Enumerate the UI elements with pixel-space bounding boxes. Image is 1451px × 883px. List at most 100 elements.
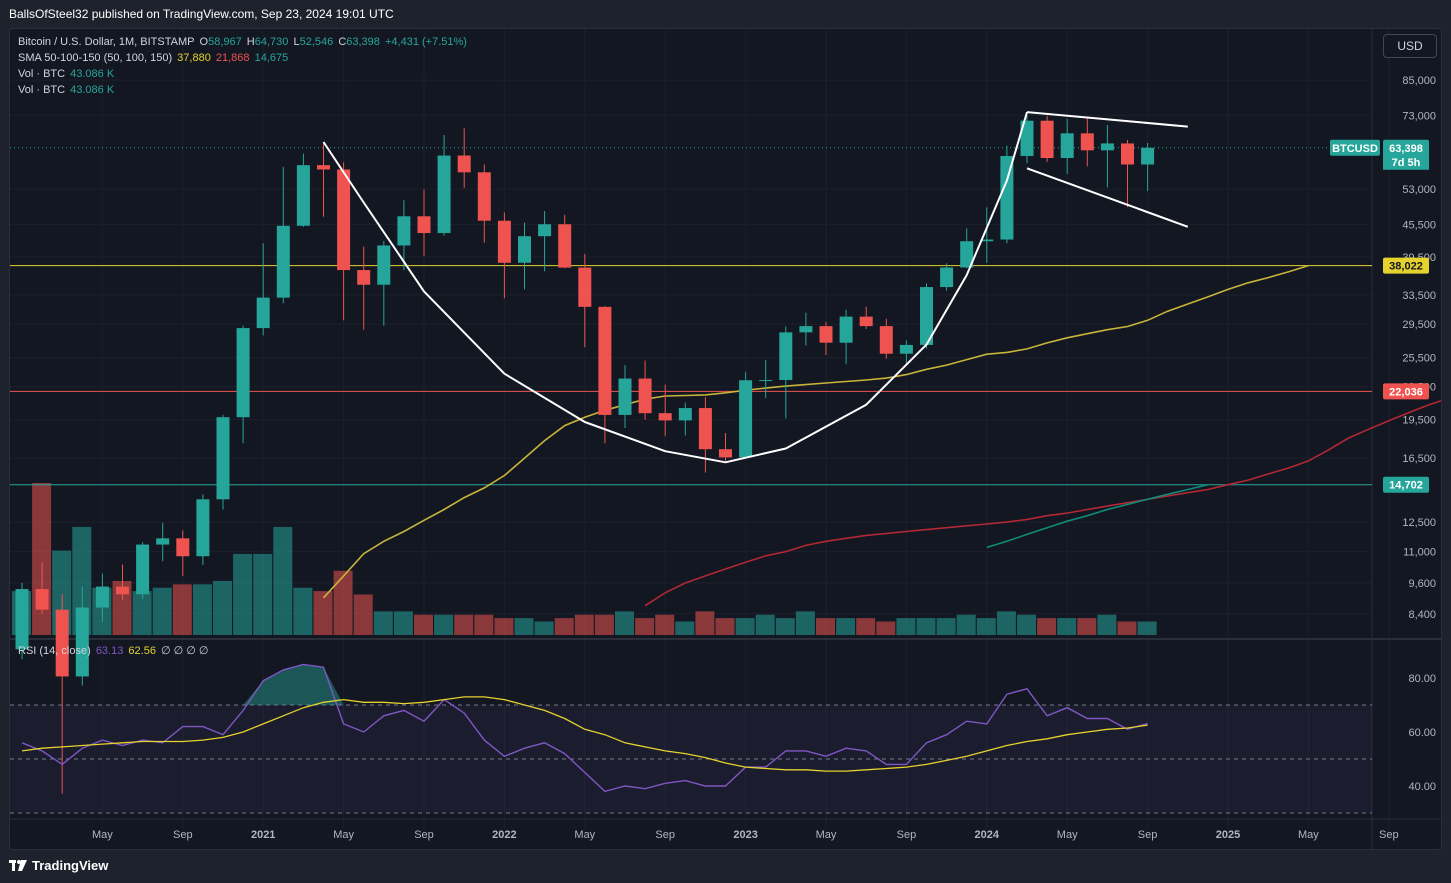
time-tick-label: 2024 (975, 829, 1000, 841)
rsi-value: 63.13 (95, 645, 124, 657)
volume-bar (514, 618, 534, 635)
candle-body (839, 316, 853, 343)
candle (839, 309, 853, 365)
time-tick-label: 2025 (1216, 829, 1240, 841)
candle (317, 142, 330, 217)
sma100-price-label-bg (1383, 383, 1429, 400)
candle (739, 372, 753, 459)
chart-canvas[interactable]: 85,00073,00053,00045,50039,50033,50029,5… (10, 29, 1442, 850)
candle-body (940, 267, 954, 288)
sma50-value: 37,880 (177, 52, 211, 64)
candle-body (1020, 120, 1034, 156)
candle (799, 312, 813, 346)
open-value: 58,967 (208, 36, 242, 48)
flag-lower-line (1026, 167, 1189, 228)
candle (236, 325, 250, 444)
symbol-legend[interactable]: Bitcoin / U.S. Dollar, 1M, BITSTAMP O58,… (18, 35, 469, 49)
rsi-legend[interactable]: RSI (14, close) 63.13 62.56 ∅ ∅ ∅ ∅ (18, 644, 211, 658)
candle-body (236, 328, 250, 418)
candle-body (518, 236, 531, 263)
sma-legend[interactable]: SMA 50-100-150 (50, 100, 150) 37,880 21,… (18, 51, 290, 65)
candle-body (920, 287, 933, 345)
candle-body (698, 408, 712, 450)
price-tick-label: 33,500 (1402, 290, 1436, 302)
candle-body (116, 586, 129, 595)
volume-bar (233, 553, 253, 635)
candle (618, 365, 632, 429)
high-label: H (246, 36, 255, 48)
volume-bar (856, 618, 876, 635)
volume-bar (976, 618, 996, 635)
time-tick-label: May (1057, 829, 1078, 841)
candle (196, 494, 210, 565)
candle-body (779, 332, 793, 381)
candle (276, 166, 290, 304)
volume-bar (494, 618, 514, 635)
volume-bar (896, 618, 916, 635)
symbol-chip: BTCUSD (1332, 143, 1378, 155)
volume-bar (1017, 614, 1036, 635)
volume-bar (534, 621, 554, 635)
candle (638, 360, 652, 420)
volume-bar (1057, 618, 1077, 635)
candle-body (156, 538, 170, 545)
candle (497, 212, 511, 299)
sma150-price-label: 14,702 (1389, 480, 1423, 492)
price-tick-label: 25,500 (1402, 353, 1436, 365)
candle (116, 564, 129, 601)
currency-button[interactable]: USD (1383, 34, 1437, 58)
candle (1060, 118, 1074, 174)
volume-bar (172, 584, 192, 635)
candle (437, 135, 451, 236)
vol1-label: Vol · BTC (18, 68, 66, 80)
candle (35, 562, 49, 614)
candle (1020, 112, 1034, 164)
candle (980, 207, 994, 263)
time-tick-label: 2023 (733, 829, 757, 841)
candle-body (558, 224, 572, 268)
time-tick-label: Sep (173, 829, 193, 841)
sma-label: SMA 50-100-150 (50, 100, 150) (18, 52, 173, 64)
volume-bar (876, 621, 896, 635)
last-price-label-bg (1383, 139, 1429, 156)
time-tick-label: May (816, 829, 837, 841)
candle (1121, 139, 1134, 208)
volume-legend-2[interactable]: Vol · BTC 43.086 K (18, 83, 116, 97)
candle (698, 397, 712, 473)
candle (457, 128, 471, 188)
change-value: +4,431 (+7.51%) (384, 36, 467, 48)
candle (598, 306, 612, 444)
candle-body (899, 344, 913, 354)
published-text: BallsOfSteel32 published on TradingView.… (9, 7, 394, 21)
candle-body (538, 224, 552, 237)
candle-body (176, 538, 190, 557)
sma50-price-label-bg (1383, 257, 1429, 274)
symbol-name: Bitcoin / U.S. Dollar, 1M, BITSTAMP (18, 36, 195, 48)
candle (879, 318, 893, 359)
sma-line-sma150 (986, 483, 1209, 549)
candle (75, 586, 89, 686)
candle (337, 162, 351, 321)
volume-bar (1077, 618, 1097, 635)
candle-body (960, 241, 974, 268)
candle-body (879, 326, 893, 354)
rsi-overbought-fill (243, 664, 344, 705)
volume-legend-1[interactable]: Vol · BTC 43.086 K (18, 67, 116, 81)
candle (759, 360, 773, 399)
volume-bar (916, 618, 936, 635)
volume-bar (816, 618, 835, 635)
tradingview-logo[interactable]: TradingView (9, 858, 108, 873)
vol2-label: Vol · BTC (18, 84, 66, 96)
rsi-line (21, 663, 1148, 793)
candle (1040, 115, 1054, 163)
candle-body (819, 326, 833, 343)
price-tick-label: 11,000 (1403, 547, 1436, 559)
time-tick-label: Sep (897, 829, 917, 841)
chart-frame[interactable]: 85,00073,00053,00045,50039,50033,50029,5… (9, 28, 1442, 850)
candle-body (1000, 155, 1014, 240)
volume-bar (132, 591, 152, 635)
time-tick-label: Sep (414, 829, 434, 841)
volume-bar (655, 614, 675, 635)
candle (518, 222, 531, 290)
sma150-price-label-bg (1383, 476, 1429, 493)
